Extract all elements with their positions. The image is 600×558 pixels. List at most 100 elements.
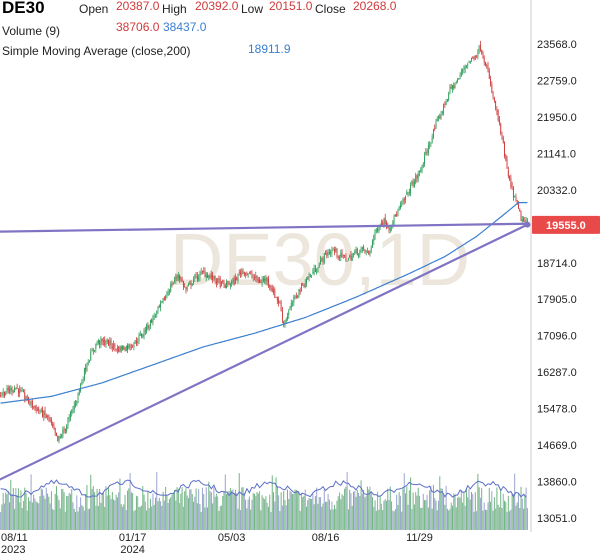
volume-bar bbox=[392, 510, 394, 530]
volume-bar bbox=[520, 486, 522, 530]
candle-body bbox=[491, 83, 493, 93]
candle-body bbox=[137, 341, 139, 343]
volume-bar bbox=[434, 497, 436, 530]
candle-body bbox=[304, 282, 306, 287]
candle-body bbox=[52, 423, 54, 427]
candle-body bbox=[425, 151, 427, 156]
candle-body bbox=[0, 395, 2, 397]
candle-body bbox=[149, 319, 151, 327]
candle-body bbox=[1, 394, 3, 396]
candle-body bbox=[81, 382, 83, 385]
volume-bar bbox=[498, 507, 500, 530]
volume-bar bbox=[191, 494, 193, 530]
volume-bar bbox=[19, 502, 21, 530]
volume-bar bbox=[85, 493, 87, 530]
volume-bar bbox=[462, 502, 464, 530]
volume-bar bbox=[198, 489, 200, 530]
volume-bar bbox=[141, 505, 143, 530]
volume-bar bbox=[432, 484, 434, 530]
candle-body bbox=[430, 143, 432, 144]
volume-bar bbox=[75, 511, 77, 530]
volume-bar bbox=[385, 500, 387, 530]
volume-bar bbox=[479, 497, 481, 530]
candle-body bbox=[89, 360, 90, 362]
volume-bar bbox=[227, 491, 229, 530]
volume-bar bbox=[88, 508, 90, 530]
candle-body bbox=[193, 279, 195, 283]
candle-body bbox=[377, 228, 379, 231]
candle-body bbox=[67, 420, 69, 428]
volume-average-line bbox=[0, 479, 527, 498]
volume-bar bbox=[226, 494, 228, 530]
trendline[interactable] bbox=[0, 223, 528, 481]
volume-bar bbox=[179, 503, 181, 530]
volume-bar bbox=[265, 496, 267, 530]
volume-bar bbox=[397, 504, 399, 530]
volume-bar bbox=[307, 500, 309, 530]
candle-body bbox=[77, 392, 79, 400]
volume-bar bbox=[493, 497, 495, 530]
trendlines bbox=[0, 221, 531, 481]
volume-bar bbox=[110, 499, 112, 530]
volume-bar bbox=[176, 487, 178, 530]
volume-bar bbox=[278, 495, 280, 530]
last-price-tag: 19555.0 bbox=[532, 215, 600, 234]
volume-bar bbox=[30, 474, 32, 530]
volume-bar bbox=[66, 496, 68, 530]
volume-bar bbox=[380, 503, 382, 530]
volume-bar bbox=[71, 489, 73, 530]
candle-body bbox=[238, 272, 240, 274]
volume-bar bbox=[350, 493, 352, 530]
volume-bar bbox=[236, 493, 238, 530]
candle-body bbox=[509, 175, 511, 180]
volume-bar bbox=[391, 501, 393, 530]
candle-body bbox=[11, 387, 13, 392]
candle-body bbox=[298, 289, 300, 297]
trendline[interactable] bbox=[0, 222, 528, 233]
candle-body bbox=[172, 282, 174, 285]
candle-body bbox=[91, 350, 93, 352]
svg-text:19555.0: 19555.0 bbox=[546, 220, 586, 232]
candle-body bbox=[331, 250, 333, 254]
candle-body bbox=[231, 281, 233, 284]
volume-bar bbox=[523, 508, 525, 530]
volume-bar bbox=[483, 502, 485, 530]
candle-body bbox=[341, 251, 343, 258]
candle-body bbox=[292, 303, 294, 305]
candle-body bbox=[38, 408, 40, 412]
candle-body bbox=[511, 185, 513, 187]
candle-body bbox=[20, 389, 22, 391]
volume-bar bbox=[401, 511, 403, 530]
volume-bar bbox=[167, 502, 169, 530]
candle-body bbox=[504, 142, 505, 157]
volume-bar bbox=[15, 487, 17, 530]
volume-bar bbox=[460, 489, 462, 530]
volume-bar bbox=[20, 490, 22, 530]
volume-bar bbox=[345, 486, 347, 530]
volume-bar bbox=[427, 507, 429, 530]
candle-body bbox=[325, 252, 327, 254]
candle-body bbox=[251, 273, 253, 277]
trendline-handle[interactable] bbox=[524, 221, 531, 228]
candle-body bbox=[228, 283, 230, 285]
volume-bar bbox=[464, 505, 466, 530]
candle-body bbox=[17, 388, 19, 394]
candle-body bbox=[435, 122, 437, 129]
candle-body bbox=[252, 276, 254, 278]
volume-bar bbox=[492, 510, 494, 530]
candle-body bbox=[9, 389, 10, 392]
volume-bar bbox=[49, 503, 51, 530]
volume-bar bbox=[105, 486, 107, 530]
volume-bar bbox=[10, 479, 12, 530]
candle-body bbox=[247, 274, 249, 275]
volume-bar bbox=[525, 487, 527, 530]
candle-body bbox=[186, 287, 188, 289]
volume-bar bbox=[121, 506, 123, 530]
volume-bar bbox=[135, 495, 137, 530]
volume-bar bbox=[298, 491, 300, 530]
volume-bar bbox=[292, 494, 294, 530]
volume-bar bbox=[134, 509, 136, 530]
candle-body bbox=[242, 270, 244, 272]
volume-bar bbox=[507, 495, 509, 530]
candle-body bbox=[200, 271, 202, 274]
